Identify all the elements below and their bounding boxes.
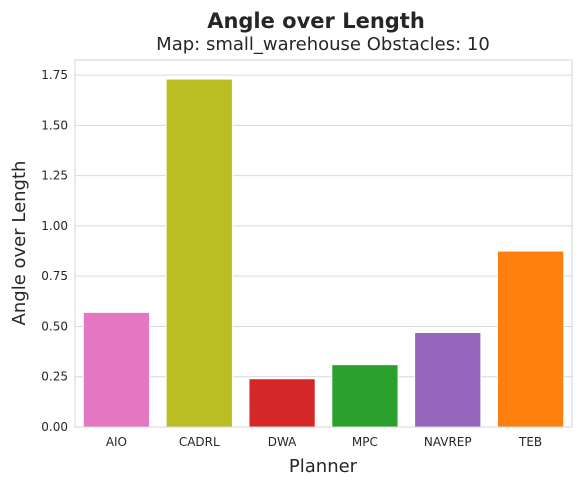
y-tick-label: 0.50 xyxy=(41,319,68,333)
bar-aio xyxy=(82,311,151,428)
y-tick-label: 0.25 xyxy=(41,370,68,384)
x-tick-label-aio: AIO xyxy=(106,435,127,449)
y-tick-label: 1.75 xyxy=(41,68,68,82)
y-tick-labels: 0.00 0.25 0.50 0.75 1.00 1.25 1.50 1.75 xyxy=(41,68,68,434)
x-tick-labels: AIO CADRL DWA MPC NAVREP TEB xyxy=(106,435,542,449)
y-tick-label: 1.25 xyxy=(41,169,68,183)
chart-subtitle: Map: small_warehouse Obstacles: 10 xyxy=(156,34,490,55)
bars xyxy=(82,78,565,428)
x-tick-label-dwa: DWA xyxy=(268,435,297,449)
x-tick-label-navrep: NAVREP xyxy=(424,435,472,449)
bar-mpc xyxy=(331,364,399,428)
x-axis-label: Planner xyxy=(289,456,358,477)
chart-title: Angle over Length xyxy=(207,9,425,33)
bar-cadrl xyxy=(165,78,233,428)
bar-navrep xyxy=(414,331,482,428)
x-tick-label-mpc: MPC xyxy=(352,435,378,449)
y-tick-label: 0.75 xyxy=(41,269,68,283)
x-tick-label-teb: TEB xyxy=(518,435,542,449)
bar-teb xyxy=(496,250,565,428)
y-tick-label: 1.50 xyxy=(41,118,68,132)
y-axis-label: Angle over Length xyxy=(9,161,30,326)
y-tick-label: 1.00 xyxy=(41,219,68,233)
plot-frame xyxy=(74,59,573,428)
x-tick-label-cadrl: CADRL xyxy=(179,435,220,449)
y-tick-label: 0.00 xyxy=(41,420,68,434)
bar-dwa xyxy=(248,378,316,428)
